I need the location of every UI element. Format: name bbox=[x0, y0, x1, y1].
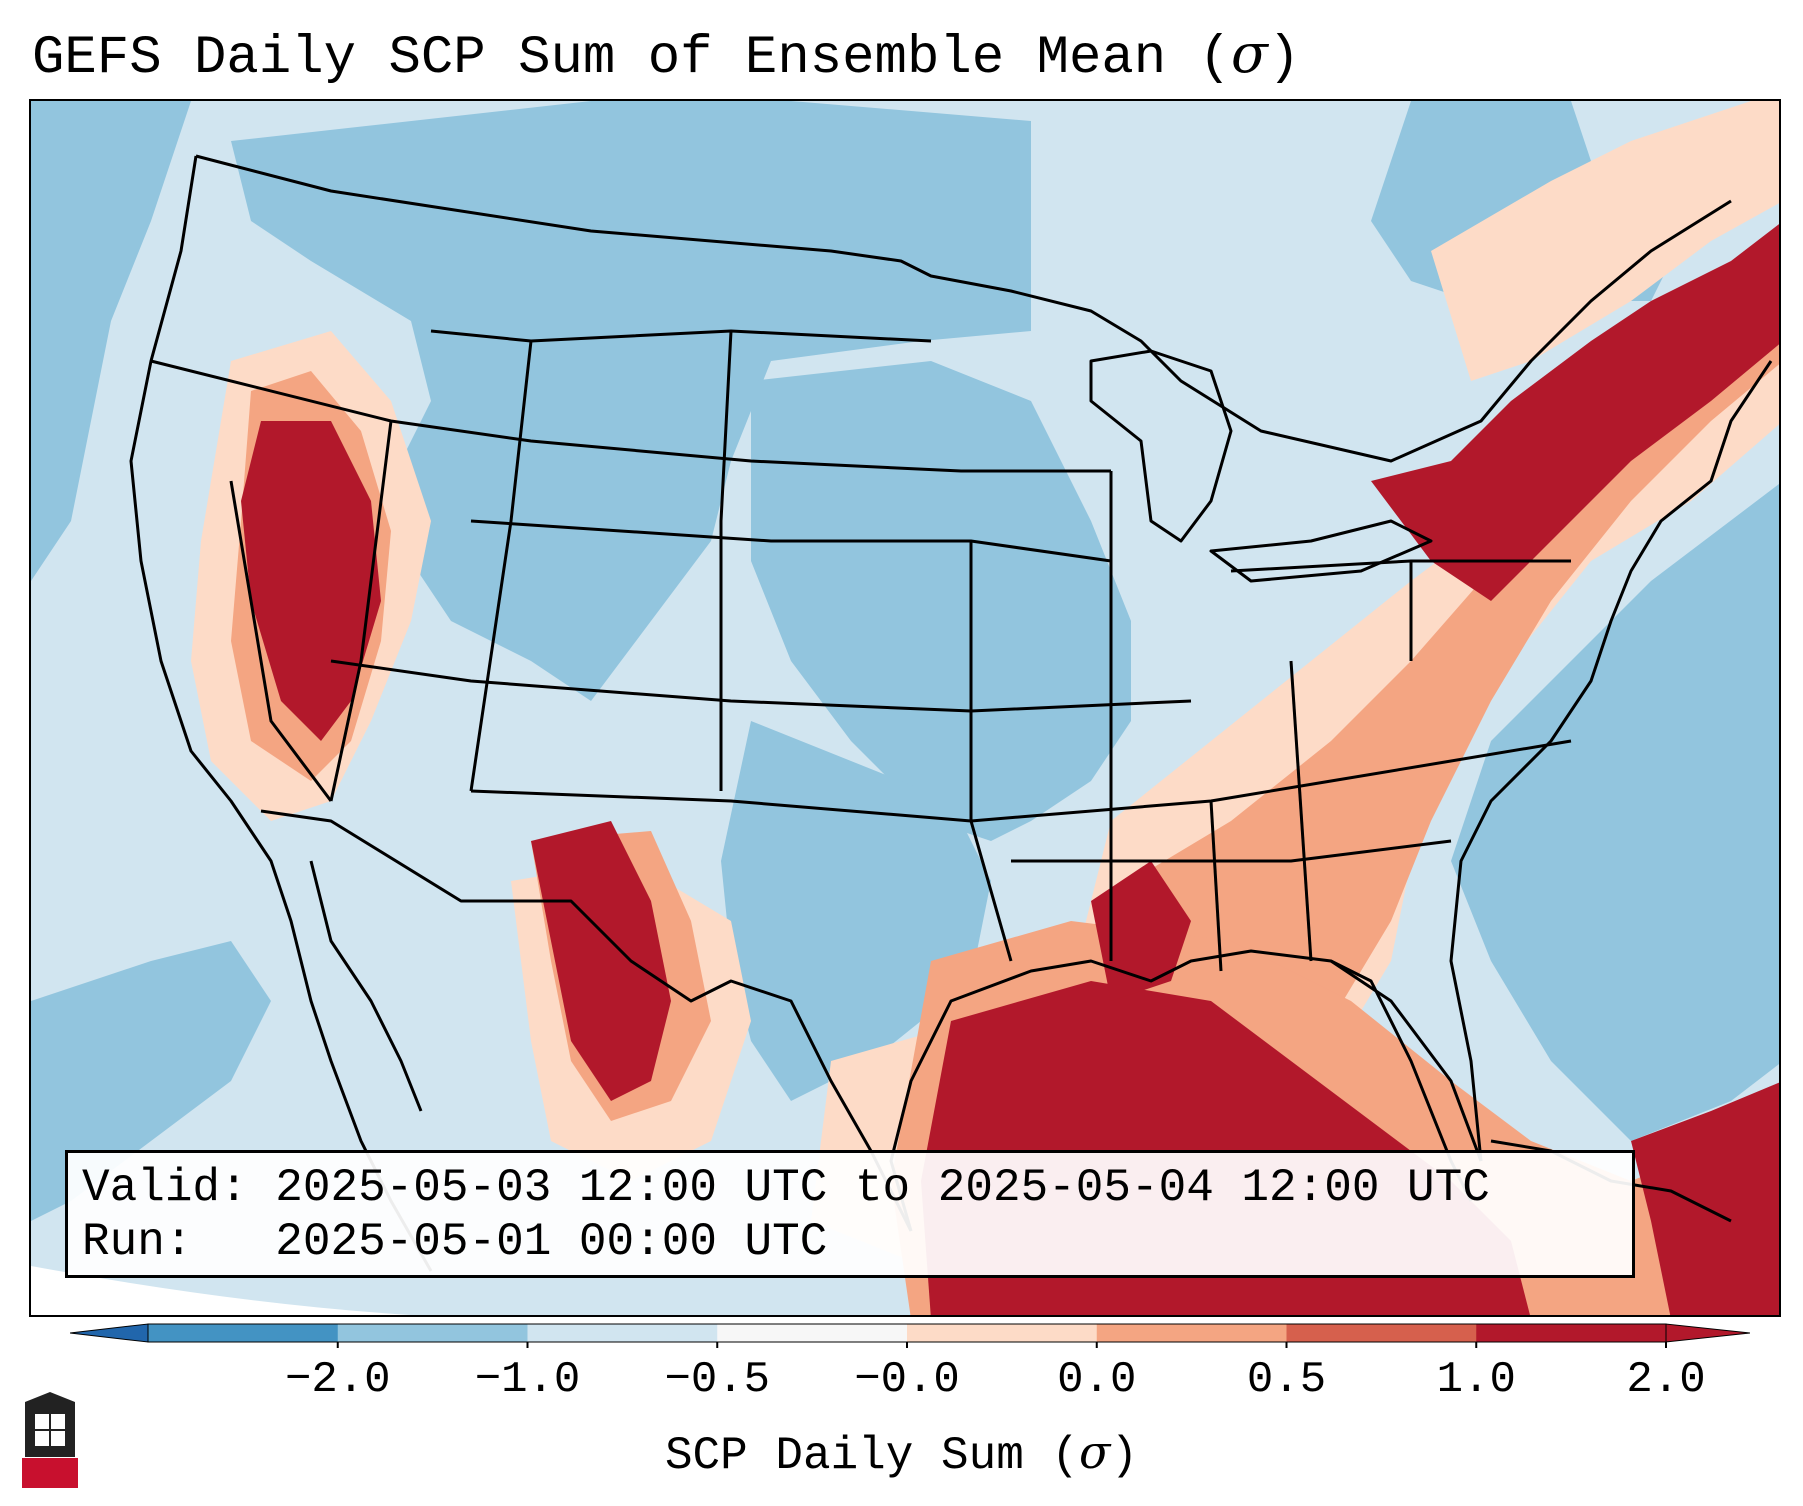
state-line bbox=[1289, 660, 1313, 962]
colorbar-tick-labels: −2.0 −1.0 −0.5 −0.0 0.0 0.5 1.0 2.0 bbox=[0, 1355, 1803, 1415]
colorbar-segment bbox=[1476, 1324, 1667, 1342]
colorbar-tick-label: −1.0 bbox=[474, 1355, 581, 1405]
colorbar-segment bbox=[1286, 1324, 1477, 1342]
colorbar-tick-label: 1.0 bbox=[1436, 1355, 1516, 1405]
colorbar-over-arrow bbox=[1665, 1323, 1750, 1343]
colorbar bbox=[70, 1323, 1750, 1348]
great-lakes bbox=[1089, 349, 1233, 543]
title-text: GEFS Daily SCP Sum of Ensemble Mean ( bbox=[32, 28, 1231, 89]
colorbar-tick-label: −0.0 bbox=[854, 1355, 960, 1405]
national-border bbox=[195, 154, 1732, 463]
colorbar-label-close: ) bbox=[1110, 1430, 1139, 1482]
state-line bbox=[150, 359, 1111, 473]
title-close: ) bbox=[1267, 28, 1301, 89]
state-line bbox=[1209, 800, 1223, 972]
colorbar-label: SCP Daily Sum (σ) bbox=[0, 1425, 1803, 1482]
valid-run-info-box: Valid: 2025-05-03 12:00 UTC to 2025-05-0… bbox=[65, 1150, 1635, 1278]
great-lakes bbox=[1209, 519, 1433, 583]
state-line bbox=[470, 519, 1112, 563]
state-line bbox=[330, 659, 1192, 713]
boundary-lines bbox=[129, 154, 1773, 1272]
state-line bbox=[1011, 839, 1452, 863]
colorbar-label-text: SCP Daily Sum ( bbox=[664, 1430, 1080, 1482]
niu-logo-icon bbox=[22, 1392, 78, 1488]
map-canvas bbox=[31, 101, 1779, 1315]
state-line bbox=[329, 420, 393, 802]
state-line bbox=[470, 739, 1572, 823]
colorbar-tick-label: −2.0 bbox=[284, 1355, 391, 1405]
west-coastline bbox=[129, 155, 433, 1272]
east-coastline bbox=[1449, 360, 1773, 1162]
colorbar-segment bbox=[337, 1324, 528, 1342]
run-value: 2025-05-01 00:00 UTC bbox=[275, 1216, 828, 1268]
projection-edge bbox=[31, 1266, 411, 1315]
run-label: Run: bbox=[82, 1216, 193, 1268]
colorbar-segment bbox=[148, 1324, 339, 1342]
colorbar-segment bbox=[717, 1324, 908, 1342]
logo-banner bbox=[22, 1458, 78, 1488]
colorbar-segment bbox=[527, 1324, 718, 1342]
colorbar-tick-label: 0.5 bbox=[1246, 1355, 1327, 1405]
map-panel bbox=[29, 99, 1781, 1317]
colorbar-tick-label: 0.0 bbox=[1057, 1355, 1137, 1405]
gulf-coastline bbox=[889, 949, 1483, 1232]
colorbar-tick-label: −0.5 bbox=[664, 1355, 771, 1405]
state-line bbox=[229, 480, 333, 802]
title-sigma: σ bbox=[1231, 22, 1268, 85]
valid-label: Valid: bbox=[82, 1162, 248, 1214]
valid-value: 2025-05-03 12:00 UTC to 2025-05-04 12:00… bbox=[275, 1162, 1490, 1214]
state-line bbox=[430, 329, 932, 343]
state-line bbox=[969, 541, 1013, 962]
colorbar-under-arrow bbox=[70, 1323, 149, 1343]
colorbar-segment bbox=[907, 1324, 1098, 1342]
chart-title: GEFS Daily SCP Sum of Ensemble Mean (σ) bbox=[32, 22, 1300, 89]
state-line bbox=[469, 340, 533, 792]
baja-coast bbox=[309, 860, 423, 1112]
colorbar-tick-label: 2.0 bbox=[1626, 1355, 1706, 1405]
colorbar-label-sigma: σ bbox=[1079, 1425, 1111, 1479]
mexico-border bbox=[260, 809, 913, 1232]
colorbar-segment bbox=[1096, 1324, 1287, 1342]
